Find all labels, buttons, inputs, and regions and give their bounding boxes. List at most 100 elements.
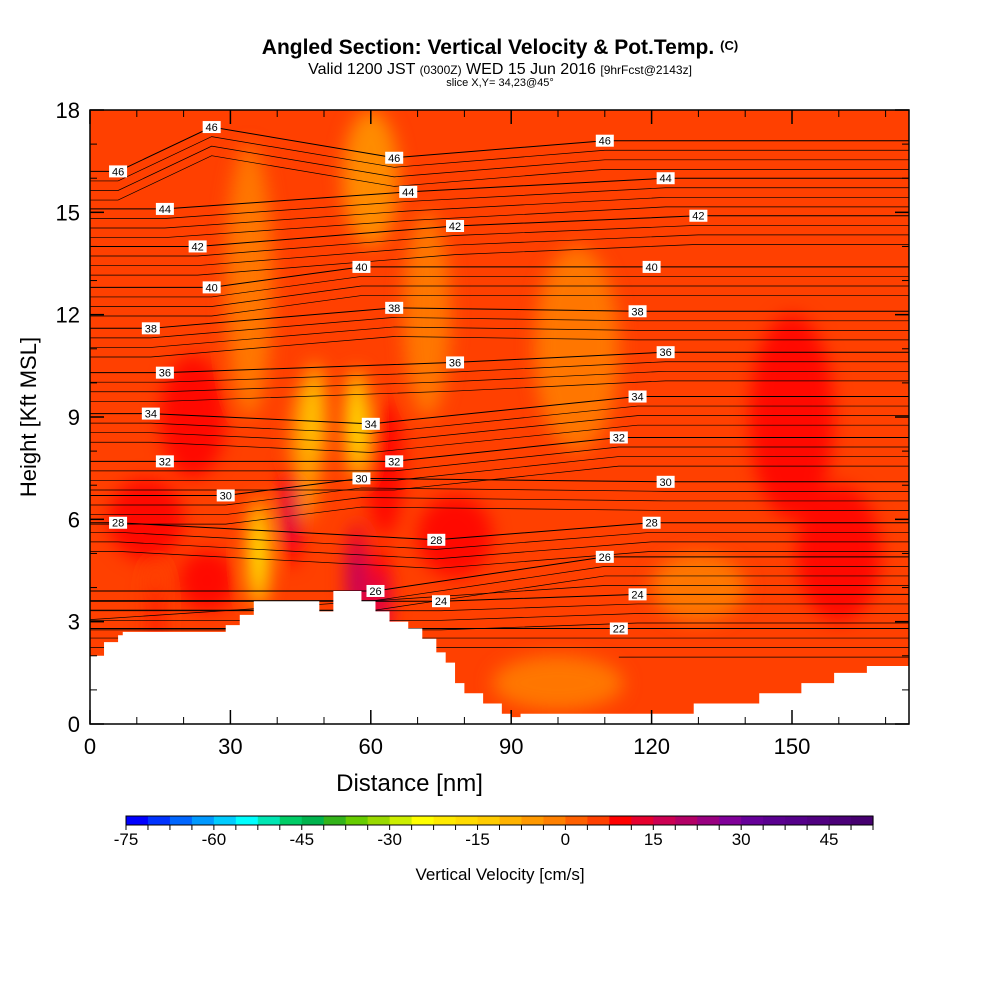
isotherm-label-text: 42 (449, 221, 461, 233)
colorbar-tick-label: 45 (820, 830, 839, 849)
colorbar-swatch (719, 816, 742, 825)
isotherm-label: 22 (609, 622, 628, 635)
title-unit: (C) (720, 38, 739, 53)
isotherm-label-text: 46 (112, 166, 124, 178)
isotherm-label: 36 (656, 346, 675, 359)
x-axis-label: Distance [nm] (336, 770, 483, 797)
isotherm-label-text: 40 (645, 262, 657, 274)
velocity-core-inner (285, 481, 298, 544)
field-blob (178, 550, 236, 612)
colorbar-swatch (147, 816, 171, 825)
isotherm-minor (90, 326, 909, 348)
isotherm-minor (90, 424, 909, 453)
terrain-shape (90, 590, 909, 724)
isotherm-label-bg (642, 260, 661, 273)
colorbar-swatch (741, 816, 764, 825)
colorbar-swatch (851, 816, 874, 825)
isotherm-label-text: 26 (369, 586, 381, 598)
isotherm-label-bg (595, 550, 614, 563)
isotherm-label: 28 (427, 533, 446, 547)
isotherm-label-bg (628, 588, 647, 601)
isotherm-minor (90, 276, 909, 298)
colorbar-swatch (191, 816, 215, 825)
isotherm-label-text: 36 (159, 368, 171, 380)
isotherm-label: 44 (656, 172, 675, 185)
isotherm-minor (90, 234, 909, 266)
isotherm-label: 28 (642, 516, 661, 530)
isotherm-minor (90, 405, 909, 434)
colorbar-tick-label: 30 (732, 830, 751, 849)
colorbar-label: Vertical Velocity [cm/s] (415, 865, 584, 884)
isotherm-minor (90, 370, 909, 393)
isotherm-label: 40 (202, 281, 221, 294)
isotherm-label-bg (188, 240, 207, 253)
x-tick-label: 0 (84, 734, 96, 759)
isotherm-label-bg (432, 595, 450, 608)
isotherm-minor (90, 206, 909, 238)
isotherm-labels: 46 46 46 46 44 44 44 42 42 42 40 40 40 38 38 38 36 36 36 34… (109, 121, 708, 635)
isotherm-label-text: 34 (145, 409, 157, 421)
field-blobs (108, 110, 881, 711)
colorbar-swatch (829, 816, 852, 825)
isotherm-label-text: 22 (613, 623, 625, 635)
y-tick-label: 18 (56, 98, 80, 123)
colorbar-swatch (323, 816, 347, 825)
isotherm-26 (90, 556, 909, 592)
isotherm-label: 32 (609, 431, 628, 444)
isotherm-minor (90, 487, 909, 506)
field-blob (160, 355, 226, 479)
isotherm-label: 30 (656, 475, 675, 489)
colorbar-swatch (609, 816, 632, 825)
x-tick-label: 60 (359, 734, 383, 759)
isotherm-label-text: 46 (206, 122, 218, 134)
isotherm-label-text: 40 (355, 262, 367, 274)
colorbar-swatch (521, 816, 545, 825)
isotherm-label-text: 30 (220, 490, 232, 502)
colorbar-swatch (543, 816, 567, 825)
isotherm-label: 34 (361, 417, 380, 431)
isotherm-label-bg (366, 584, 385, 597)
isotherm-label-text: 38 (631, 306, 643, 318)
velocity-core-inner (252, 522, 265, 585)
isotherm-label-text: 26 (599, 552, 611, 564)
isotherm-label-text: 44 (402, 187, 414, 199)
colorbar-swatch (653, 816, 676, 825)
colorbar-tick-label: -15 (465, 830, 490, 849)
colorbar-swatch (455, 816, 479, 825)
isotherm-label-text: 28 (430, 535, 442, 547)
isotherm-minor (90, 187, 909, 219)
isotherm-label: 26 (595, 550, 614, 564)
isotherm-minor (90, 295, 909, 317)
chart-title: Angled Section: Vertical Velocity & Pot.… (261, 36, 739, 59)
field-blob (366, 399, 404, 537)
chart-subtitle: Valid 1200 JST (0300Z) WED 15 Jun 2016 [… (308, 61, 692, 78)
isotherm-minor (90, 145, 909, 191)
isotherm-minor (90, 446, 909, 472)
colorbar-swatch (763, 816, 786, 825)
isotherm-label: 36 (446, 356, 465, 369)
isotherm-label-text: 36 (449, 357, 461, 369)
isotherm-label-text: 30 (660, 477, 672, 489)
isotherm-label: 46 (595, 134, 614, 148)
isotherm-label-text: 44 (159, 204, 171, 216)
isotherm-label: 44 (399, 185, 418, 199)
isotherm-minor (90, 465, 909, 491)
colorbar: -75 -60 -45 -30 -15 0 15 30 45 Vertical Velocity … (114, 815, 874, 884)
isotherm-minor (90, 285, 909, 307)
isotherm-minor (90, 551, 909, 569)
velocity-core (345, 369, 368, 479)
colorbar-swatch (587, 816, 610, 825)
terrain (90, 590, 909, 724)
field-blob (796, 485, 881, 622)
isotherm-label-bg (628, 305, 647, 318)
colorbar-swatch (301, 816, 325, 825)
isotherm-label-bg (656, 346, 675, 359)
colorbar-swatch (565, 816, 588, 825)
isotherm-label-bg (446, 219, 465, 232)
isotherm-minor (90, 531, 909, 550)
y-tick-label: 3 (68, 610, 80, 635)
isotherm-minor (90, 380, 909, 402)
field-blob (108, 478, 184, 561)
isotherm-label-bg (427, 533, 446, 546)
isotherm-label-bg (155, 455, 174, 468)
